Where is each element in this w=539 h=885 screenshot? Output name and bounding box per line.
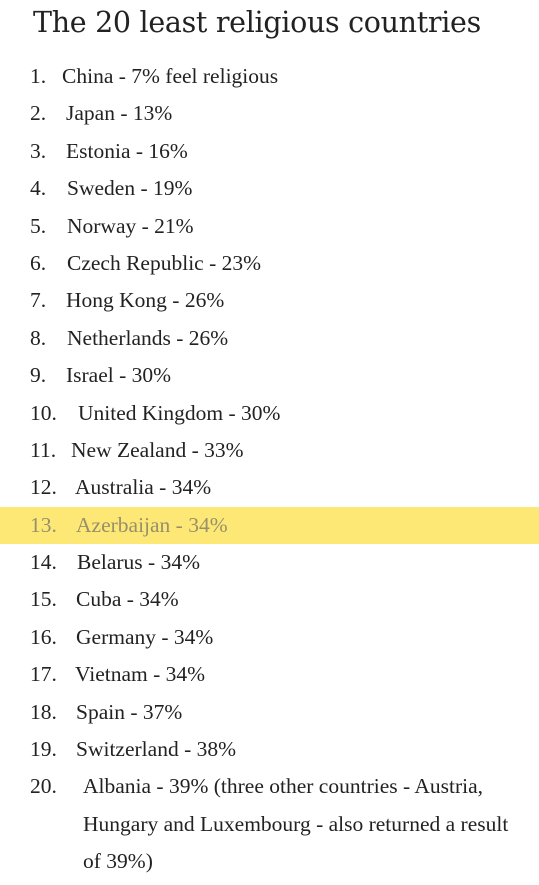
item-number: 8. xyxy=(30,325,47,350)
item-text: Australia - 34% xyxy=(75,475,212,500)
item-number: 6. xyxy=(30,250,47,275)
list-item: 16. Germany - 34% xyxy=(0,619,539,656)
item-text: Czech Republic - 23% xyxy=(67,250,262,275)
item-number: 2. xyxy=(30,101,47,126)
item-number: 20. xyxy=(30,774,57,799)
list-item: 18. Spain - 37% xyxy=(0,694,539,731)
item-text: Sweden - 19% xyxy=(67,176,193,201)
list-item: 5. Norway - 21% xyxy=(0,208,539,245)
list-item: 9. Israel - 30% xyxy=(0,357,539,394)
list-item: 14. Belarus - 34% xyxy=(0,544,539,581)
item-text: Albania - 39% (three other countries - A… xyxy=(83,774,509,874)
item-text: Estonia - 16% xyxy=(66,138,188,163)
item-number: 4. xyxy=(30,176,47,201)
list-item: 8. Netherlands - 26% xyxy=(0,320,539,357)
item-text: Germany - 34% xyxy=(76,624,214,649)
list-item: 19. Switzerland - 38% xyxy=(0,731,539,768)
item-number: 7. xyxy=(30,288,47,313)
list-item: 1. China - 7% feel religious xyxy=(0,58,539,95)
list-item: 15. Cuba - 34% xyxy=(0,581,539,618)
item-text: Vietnam - 34% xyxy=(75,662,206,687)
list-item: 11. New Zealand - 33% xyxy=(0,432,539,469)
item-text: Spain - 37% xyxy=(76,699,183,724)
item-number: 13. xyxy=(30,512,57,537)
item-number: 5. xyxy=(30,213,47,238)
item-number: 14. xyxy=(30,550,57,575)
item-number: 1. xyxy=(30,64,47,88)
item-text: Switzerland - 38% xyxy=(76,737,237,762)
list-item: 17. Vietnam - 34% xyxy=(0,656,539,693)
list-item: 7. Hong Kong - 26% xyxy=(0,282,539,319)
item-number: 16. xyxy=(30,624,57,649)
item-text: China - 7% feel religious xyxy=(62,64,279,88)
item-number: 9. xyxy=(30,363,47,388)
list-item: 3. Estonia - 16% xyxy=(0,133,539,170)
item-text: Belarus - 34% xyxy=(77,550,200,575)
item-number: 18. xyxy=(30,699,57,724)
item-text: Japan - 13% xyxy=(66,101,173,126)
item-number: 15. xyxy=(30,587,57,612)
list-item-highlighted: 13. Azerbaijan - 34% xyxy=(0,506,539,545)
item-text: Norway - 21% xyxy=(67,213,194,238)
country-list: 1. China - 7% feel religious 2. Japan - … xyxy=(0,58,539,873)
item-text: Cuba - 34% xyxy=(76,587,179,612)
list-item: 4. Sweden - 19% xyxy=(0,170,539,207)
item-text: Hong Kong - 26% xyxy=(66,288,225,313)
list-item: 6. Czech Republic - 23% xyxy=(0,245,539,282)
item-number: 11. xyxy=(30,437,57,462)
item-text: United Kingdom - 30% xyxy=(78,400,281,425)
item-text: Netherlands - 26% xyxy=(67,325,229,350)
list-item: 2. Japan - 13% xyxy=(0,95,539,132)
item-number: 17. xyxy=(30,662,57,687)
item-text: New Zealand - 33% xyxy=(71,437,244,462)
list-item: 12. Australia - 34% xyxy=(0,469,539,506)
item-text: Azerbaijan - 34% xyxy=(76,512,228,537)
list-item: 10. United Kingdom - 30% xyxy=(0,395,539,432)
item-number: 10. xyxy=(30,400,57,425)
item-number: 12. xyxy=(30,475,57,500)
item-text: Israel - 30% xyxy=(66,363,172,388)
page-title: The 20 least religious countries xyxy=(33,6,481,39)
item-number: 3. xyxy=(30,138,47,163)
item-number: 19. xyxy=(30,737,57,762)
